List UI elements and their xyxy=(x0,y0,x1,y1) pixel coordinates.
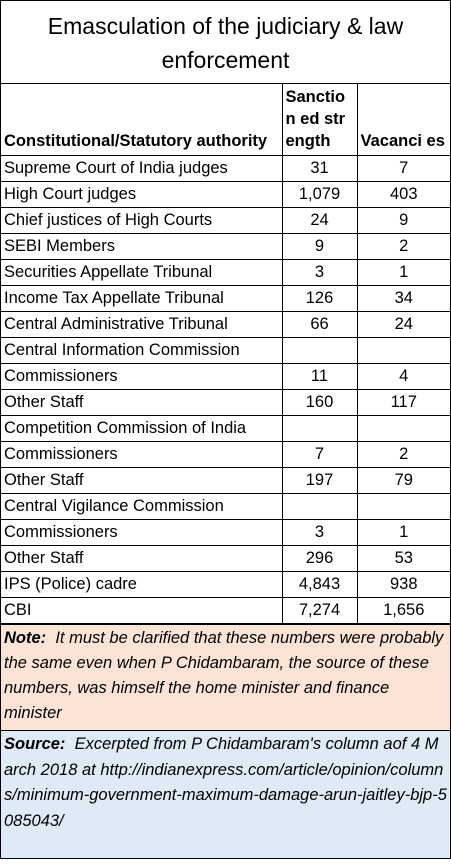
sanctioned-value xyxy=(281,493,358,520)
sanctioned-value: 3 xyxy=(281,519,358,546)
vacancies-value: 2 xyxy=(356,441,450,468)
table-row: IPS (Police) cadre 4,843 938 xyxy=(1,571,450,598)
row-label: CBI xyxy=(1,597,283,624)
row-label: Central Vigilance Commission xyxy=(1,493,283,520)
vacancies-value: 4 xyxy=(356,363,450,390)
table-row: Commissioners 7 2 xyxy=(1,441,450,468)
table-row: Commissioners 11 4 xyxy=(1,363,450,390)
vacancies-value: 1,656 xyxy=(356,597,450,624)
row-label: Income Tax Appellate Tribunal xyxy=(1,285,283,312)
table-row: Central Vigilance Commission xyxy=(1,493,450,520)
sanctioned-value: 197 xyxy=(281,467,358,494)
chart-title: Emasculation of the judiciary & law enfo… xyxy=(1,1,450,84)
vacancies-value: 117 xyxy=(356,389,450,416)
table-row: Central Administrative Tribunal 66 24 xyxy=(1,311,450,338)
table-row: Other Staff 160 117 xyxy=(1,389,450,416)
vacancies-value: 1 xyxy=(356,519,450,546)
row-label: Central Administrative Tribunal xyxy=(1,311,283,338)
vacancies-value xyxy=(356,415,450,442)
sanctioned-value: 296 xyxy=(281,545,358,572)
table-row: Central Information Commission xyxy=(1,337,450,364)
table-body: Supreme Court of India judges 31 7 High Cou… xyxy=(1,155,450,624)
sanctioned-value: 11 xyxy=(281,363,358,390)
row-label: High Court judges xyxy=(1,181,283,208)
row-label: Other Staff xyxy=(1,467,283,494)
sanctioned-value: 160 xyxy=(281,389,358,416)
source-box: Source: Excerpted from P Chidambaram's c… xyxy=(1,730,450,858)
sanctioned-value: 126 xyxy=(281,285,358,312)
row-label: IPS (Police) cadre xyxy=(1,571,283,598)
table-row: Competition Commission of India xyxy=(1,415,450,442)
vacancies-value xyxy=(356,493,450,520)
row-label: Commissioners xyxy=(1,363,283,390)
vacancies-value: 9 xyxy=(356,207,450,234)
row-label: Other Staff xyxy=(1,389,283,416)
row-label: Chief justices of High Courts xyxy=(1,207,283,234)
source-label: Source: xyxy=(4,735,66,753)
source-text: Excerpted from P Chidambaram's column ao… xyxy=(4,735,447,830)
sanctioned-value: 4,843 xyxy=(281,571,358,598)
vacancies-value xyxy=(356,337,450,364)
sanctioned-value: 66 xyxy=(281,311,358,338)
table-row: High Court judges 1,079 403 xyxy=(1,181,450,208)
table-row: Securities Appellate Tribunal 3 1 xyxy=(1,259,450,286)
vacancies-value: 2 xyxy=(356,233,450,260)
column-header-sanctioned: Sanction ed strength xyxy=(281,84,358,156)
table-row: Commissioners 3 1 xyxy=(1,519,450,546)
vacancies-value: 1 xyxy=(356,259,450,286)
vacancies-value: 34 xyxy=(356,285,450,312)
vacancies-value: 53 xyxy=(356,545,450,572)
table-row: Other Staff 296 53 xyxy=(1,545,450,572)
row-label: Other Staff xyxy=(1,545,283,572)
column-header-authority: Constitutional/Statutory authority xyxy=(1,84,283,156)
row-label: SEBI Members xyxy=(1,233,283,260)
sanctioned-value xyxy=(281,337,358,364)
row-label: Securities Appellate Tribunal xyxy=(1,259,283,286)
row-label: Competition Commission of India xyxy=(1,415,283,442)
note-text: It must be clarified that these numbers … xyxy=(4,629,444,722)
sanctioned-value: 1,079 xyxy=(281,181,358,208)
header-row: Constitutional/Statutory authority Sanct… xyxy=(1,84,450,156)
vacancies-value: 24 xyxy=(356,311,450,338)
table-row: Income Tax Appellate Tribunal 126 34 xyxy=(1,285,450,312)
sanctioned-value: 9 xyxy=(281,233,358,260)
sanctioned-value xyxy=(281,415,358,442)
sanctioned-value: 7,274 xyxy=(281,597,358,624)
table-row: Chief justices of High Courts 24 9 xyxy=(1,207,450,234)
data-table: Constitutional/Statutory authority Sanct… xyxy=(1,84,450,624)
sanctioned-value: 31 xyxy=(281,155,358,182)
table-row: SEBI Members 9 2 xyxy=(1,233,450,260)
vacancies-value: 403 xyxy=(356,181,450,208)
column-header-vacancies: Vacanci es xyxy=(356,84,450,156)
table-row: Supreme Court of India judges 31 7 xyxy=(1,155,450,182)
table-row: Other Staff 197 79 xyxy=(1,467,450,494)
vacancies-value: 7 xyxy=(356,155,450,182)
table-row: CBI 7,274 1,656 xyxy=(1,597,450,624)
sanctioned-value: 24 xyxy=(281,207,358,234)
note-label: Note: xyxy=(4,629,47,647)
note-box: Note: It must be clarified that these nu… xyxy=(1,624,450,730)
sanctioned-value: 3 xyxy=(281,259,358,286)
sanctioned-value: 7 xyxy=(281,441,358,468)
row-label: Commissioners xyxy=(1,441,283,468)
vacancies-value: 79 xyxy=(356,467,450,494)
vacancies-value: 938 xyxy=(356,571,450,598)
row-label: Supreme Court of India judges xyxy=(1,155,283,182)
row-label: Central Information Commission xyxy=(1,337,283,364)
row-label: Commissioners xyxy=(1,519,283,546)
